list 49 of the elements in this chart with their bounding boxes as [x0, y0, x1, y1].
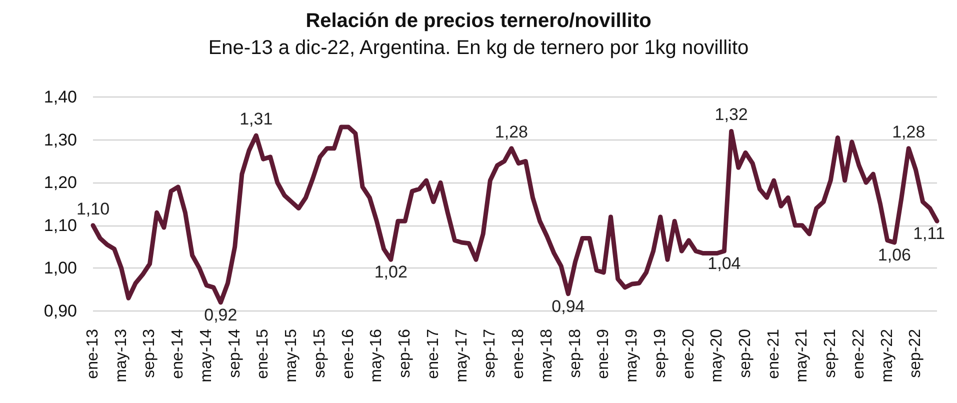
- x-tick-label: may-17: [453, 328, 470, 382]
- x-tick-label: may-18: [538, 328, 556, 382]
- data-label: 1,10: [76, 199, 110, 218]
- x-tick-label: ene-17: [424, 328, 442, 379]
- x-tick-label: sep-13: [141, 328, 158, 378]
- x-tick-label: sep-22: [907, 328, 924, 378]
- y-tick-label: 1,00: [44, 258, 77, 278]
- chart-subtitle: Ene-13 a dic-22, Argentina. En kg de ternero por 1kg novillito: [208, 37, 749, 59]
- x-tick-label: may-14: [198, 328, 215, 382]
- y-tick-label: 1,20: [44, 173, 77, 192]
- data-label: 1,06: [878, 246, 911, 265]
- x-tick-label: ene-22: [850, 328, 868, 379]
- data-label: 1,32: [714, 105, 748, 124]
- x-tick-label: may-19: [624, 328, 641, 382]
- x-tick-label: sep-19: [652, 328, 669, 378]
- x-tick-label: may-22: [878, 328, 896, 382]
- x-tick-label: sep-17: [482, 328, 499, 378]
- x-tick-label: may-21: [794, 328, 811, 382]
- x-tick-label: may-16: [368, 328, 386, 382]
- x-tick-label: sep-14: [226, 328, 244, 378]
- x-tick-label: ene-21: [765, 328, 782, 379]
- data-label: 1,02: [374, 262, 408, 282]
- data-label: 1,31: [240, 110, 273, 129]
- data-label: 0,94: [552, 296, 585, 316]
- x-tick-label: ene-13: [84, 328, 102, 379]
- data-label: 1,04: [708, 254, 741, 274]
- x-tick-label: may-20: [708, 328, 726, 382]
- x-tick-label: ene-19: [595, 328, 612, 379]
- data-label: 1,28: [892, 122, 926, 142]
- x-tick-label: ene-14: [170, 328, 187, 379]
- x-tick-label: ene-18: [510, 328, 528, 379]
- y-tick-label: 1,10: [44, 216, 77, 235]
- data-label: 0,92: [204, 305, 238, 324]
- x-tick-label: may-13: [112, 328, 130, 382]
- data-label: 1,11: [913, 224, 945, 244]
- y-tick-label: 1,40: [44, 88, 77, 106]
- y-tick-label: 0,90: [44, 302, 77, 320]
- x-tick-label: sep-20: [737, 328, 754, 378]
- x-tick-label: sep-18: [566, 328, 584, 378]
- x-tick-label: ene-20: [680, 328, 698, 379]
- chart-title: Relación de precios ternero/novillito: [306, 10, 652, 32]
- x-tick-label: may-15: [283, 328, 300, 382]
- y-tick-label: 1,30: [44, 130, 77, 150]
- x-tick-label: sep-15: [311, 328, 328, 378]
- x-tick-label: sep-16: [396, 328, 414, 378]
- data-label: 1,28: [494, 122, 528, 142]
- x-tick-label: ene-15: [254, 328, 272, 379]
- x-tick-label: ene-16: [340, 328, 357, 379]
- x-tick-label: sep-21: [822, 328, 840, 378]
